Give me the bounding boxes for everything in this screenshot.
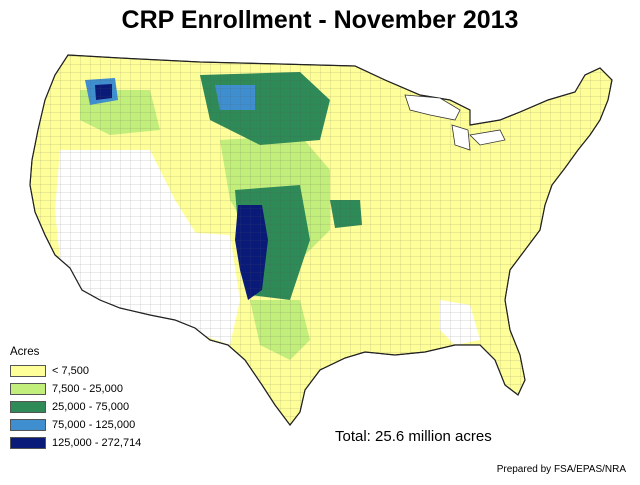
legend-label: < 7,500: [52, 365, 90, 377]
legend-swatch: [10, 419, 46, 431]
legend-swatch: [10, 365, 46, 377]
legend: Acres < 7,500 7,500 - 25,000 25,000 - 75…: [10, 346, 141, 452]
legend-label: 75,000 - 125,000: [52, 419, 136, 431]
legend-item: 75,000 - 125,000: [10, 416, 141, 434]
legend-label: 25,000 - 75,000: [52, 401, 130, 413]
legend-item: < 7,500: [10, 362, 141, 380]
legend-item: 25,000 - 75,000: [10, 398, 141, 416]
map-title: CRP Enrollment - November 2013: [121, 6, 519, 34]
legend-swatch: [10, 401, 46, 413]
legend-swatch: [10, 437, 46, 449]
total-acres: Total: 25.6 million acres: [335, 428, 492, 445]
legend-item: 7,500 - 25,000: [10, 380, 141, 398]
legend-label: 125,000 - 272,714: [52, 437, 142, 449]
legend-item: 125,000 - 272,714: [10, 434, 141, 452]
legend-title: Acres: [10, 346, 40, 358]
credit-line: Prepared by FSA/EPAS/NRA: [496, 464, 626, 475]
legend-label: 7,500 - 25,000: [52, 383, 123, 395]
great-lakes: [404, 94, 506, 151]
legend-swatch: [10, 383, 46, 395]
